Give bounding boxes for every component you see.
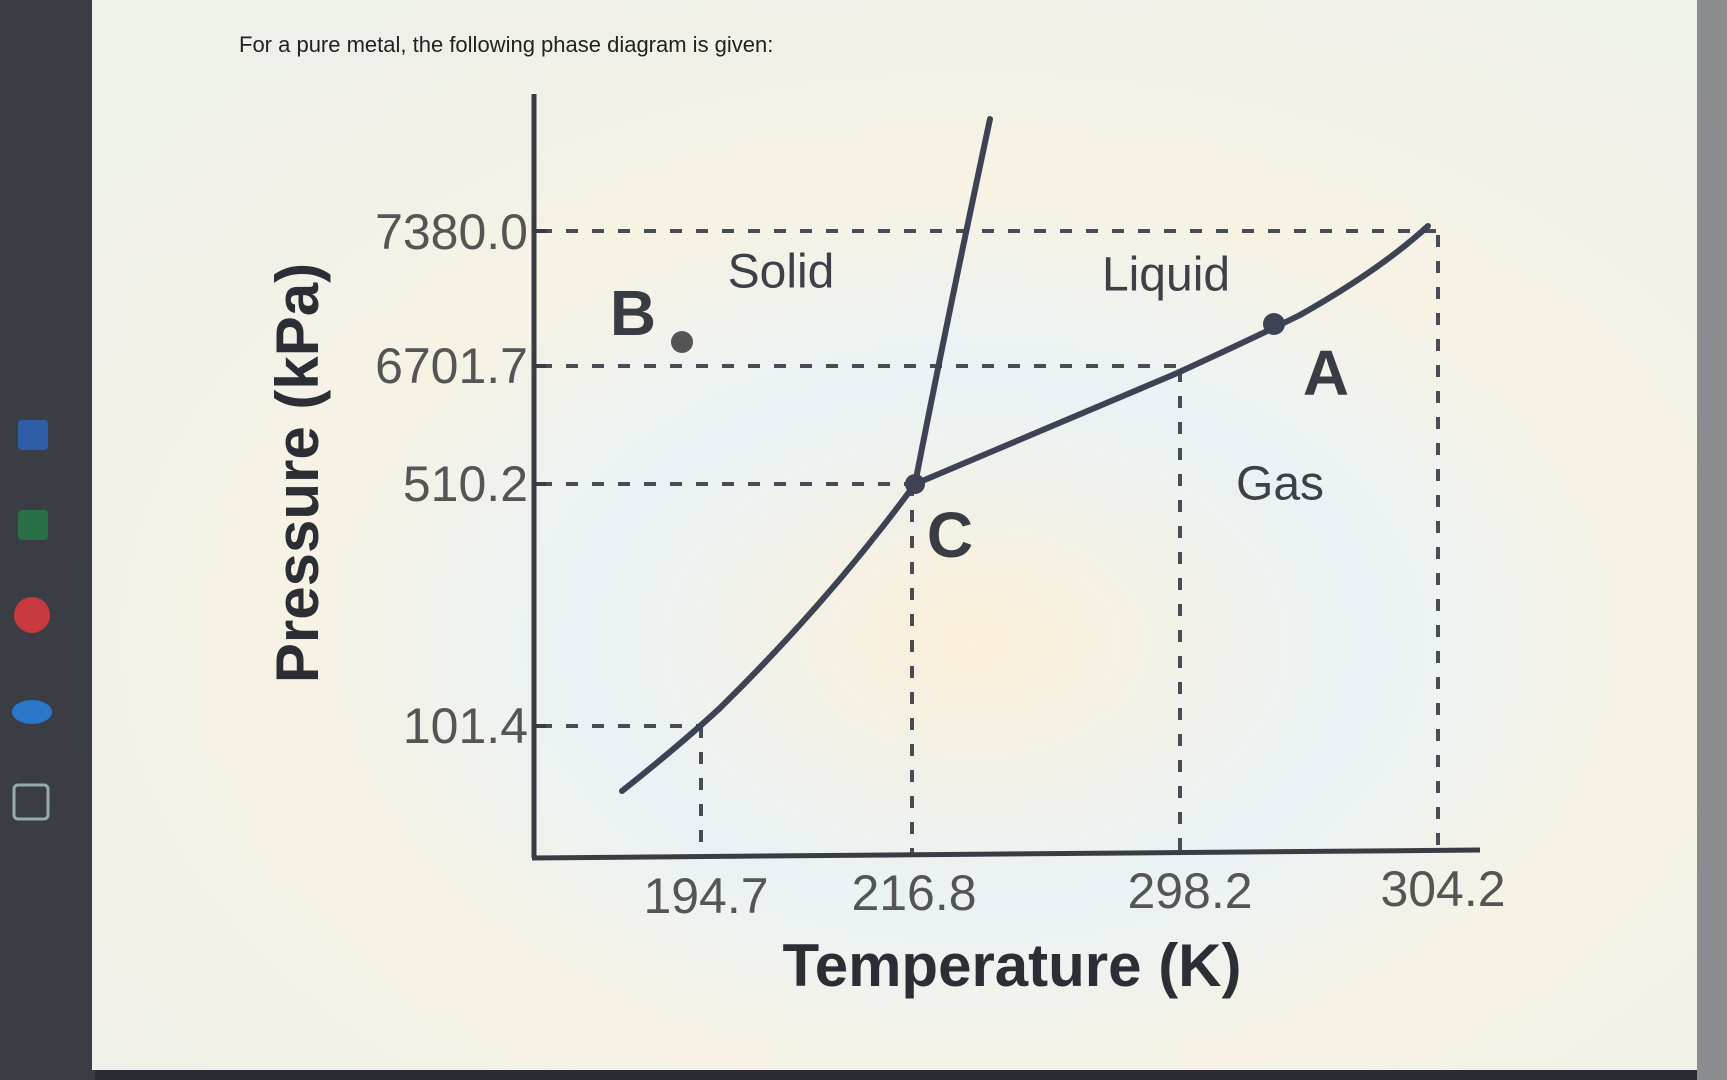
sidebar-icons xyxy=(12,420,52,821)
melting-curve xyxy=(912,116,993,487)
y-tick-label: 7380.0 xyxy=(375,204,528,260)
point-a-dot xyxy=(1263,313,1285,335)
region-label: Solid xyxy=(728,246,835,299)
y-tick-label: 510.2 xyxy=(403,456,528,512)
y-axis-title: Pressure (kPa) xyxy=(264,263,331,683)
y-tick-label: 6701.7 xyxy=(375,338,528,394)
phase-diagram: 7380.0 6701.7 510.2 101.4 194.7 216.8 29… xyxy=(264,94,1506,999)
screen-edge xyxy=(1697,0,1727,1080)
x-tick-label: 298.2 xyxy=(1127,863,1252,919)
vaporization-curve xyxy=(912,223,1431,487)
excel-icon[interactable] xyxy=(18,510,48,540)
powerpoint-icon[interactable] xyxy=(14,597,50,633)
sublimation-curve xyxy=(619,481,918,794)
x-tick-label: 194.7 xyxy=(643,868,768,924)
x-axis-title: Temperature (K) xyxy=(783,932,1242,999)
onedrive-icon[interactable] xyxy=(12,700,52,724)
apps-icon[interactable] xyxy=(12,783,50,821)
y-tick-label: 101.4 xyxy=(403,698,528,754)
point-label: B xyxy=(610,277,656,349)
triple-point xyxy=(905,474,925,494)
x-tick-label: 216.8 xyxy=(851,865,976,921)
document-area xyxy=(92,0,1697,1070)
point-label: C xyxy=(927,499,973,571)
word-icon[interactable] xyxy=(18,420,48,450)
sidebar xyxy=(0,0,95,1080)
region-label: Gas xyxy=(1236,458,1324,511)
x-axis xyxy=(531,847,1481,861)
point-b-dot xyxy=(671,331,693,353)
region-label: Liquid xyxy=(1102,249,1230,302)
prompt-text: For a pure metal, the following phase di… xyxy=(239,32,773,57)
point-label: A xyxy=(1303,337,1349,409)
y-ticks xyxy=(534,229,546,728)
x-tick-label: 304.2 xyxy=(1380,861,1505,917)
